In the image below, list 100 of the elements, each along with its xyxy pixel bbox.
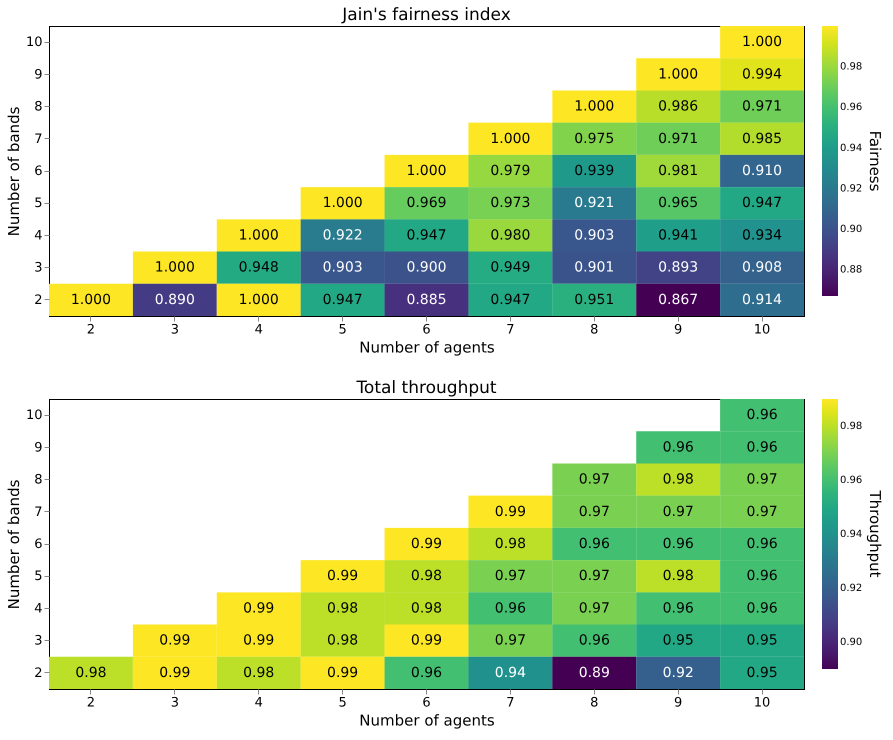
x-tick-label: 7 bbox=[506, 696, 515, 710]
data-label: 0.89 bbox=[578, 664, 610, 681]
data-label: 0.96 bbox=[410, 664, 442, 681]
data-label: 0.96 bbox=[746, 568, 778, 584]
color-bar-label: 0.88 bbox=[840, 264, 862, 276]
data-label: 0.98 bbox=[327, 632, 358, 649]
y-tick-label: 8 bbox=[34, 472, 42, 488]
data-label: 0.914 bbox=[742, 292, 782, 308]
data-label: 0.922 bbox=[322, 227, 363, 244]
data-label: 0.949 bbox=[490, 260, 530, 276]
x-tick-label: 10 bbox=[754, 322, 770, 338]
data-label: 0.867 bbox=[658, 292, 698, 308]
data-label: 0.96 bbox=[578, 536, 610, 552]
data-label: 0.98 bbox=[410, 600, 442, 616]
data-label: 0.934 bbox=[742, 227, 782, 244]
y-tick-label: 3 bbox=[34, 634, 42, 649]
data-label: 1.000 bbox=[322, 195, 363, 212]
chart-title: Jain's fairness index bbox=[341, 5, 511, 25]
x-tick-label: 5 bbox=[338, 322, 347, 338]
data-label: 0.96 bbox=[662, 439, 694, 456]
data-label: 0.901 bbox=[574, 260, 614, 276]
x-tick-label: 3 bbox=[170, 696, 179, 710]
data-label: 0.98 bbox=[327, 600, 358, 616]
x-axis-title: Number of agents bbox=[359, 338, 495, 356]
data-label: 0.97 bbox=[494, 568, 526, 584]
data-label: 0.94 bbox=[494, 664, 526, 681]
y-tick-label: 4 bbox=[34, 228, 42, 244]
data-label: 0.99 bbox=[410, 632, 442, 649]
x-tick-label: 6 bbox=[422, 696, 431, 710]
x-tick-label: 2 bbox=[86, 696, 96, 710]
data-label: 0.97 bbox=[578, 600, 610, 616]
data-label: 0.99 bbox=[410, 536, 442, 552]
data-label: 0.981 bbox=[658, 163, 698, 179]
data-label: 0.975 bbox=[574, 130, 614, 147]
x-tick-label: 4 bbox=[254, 696, 263, 710]
data-label: 0.96 bbox=[494, 600, 526, 616]
data-label: 0.96 bbox=[746, 439, 778, 456]
data-label: 0.98 bbox=[75, 664, 107, 681]
data-label: 0.908 bbox=[742, 260, 782, 276]
data-label: 0.99 bbox=[494, 504, 526, 520]
color-bar-label: 0.94 bbox=[840, 142, 862, 154]
data-label: 0.98 bbox=[662, 568, 694, 584]
data-label: 0.99 bbox=[327, 664, 358, 681]
data-label: 1.000 bbox=[490, 130, 530, 147]
data-label: 0.95 bbox=[662, 632, 694, 649]
data-label: 0.893 bbox=[658, 260, 698, 276]
y-tick-label: 2 bbox=[34, 292, 42, 308]
y-tick-label: 4 bbox=[34, 601, 42, 616]
color-bar-label: 0.92 bbox=[840, 583, 862, 594]
x-tick-label: 6 bbox=[422, 322, 431, 338]
data-label: 0.900 bbox=[406, 260, 447, 276]
x-tick-label: 8 bbox=[590, 322, 598, 338]
y-axis-title: Number of bands bbox=[4, 479, 23, 610]
data-label: 0.971 bbox=[658, 130, 698, 147]
data-label: 0.97 bbox=[578, 568, 610, 584]
data-label: 0.99 bbox=[243, 600, 274, 616]
data-label: 0.97 bbox=[746, 504, 778, 520]
y-tick-label: 7 bbox=[34, 504, 42, 520]
data-label: 0.97 bbox=[662, 504, 694, 520]
y-tick-label: 5 bbox=[34, 196, 42, 212]
data-label: 0.947 bbox=[490, 292, 530, 308]
data-label: 0.941 bbox=[658, 227, 698, 244]
color-bar-label: 0.98 bbox=[840, 62, 862, 73]
x-tick-label: 9 bbox=[674, 322, 682, 338]
y-tick-label: 9 bbox=[34, 67, 42, 82]
data-label: 0.921 bbox=[574, 195, 614, 212]
data-label: 0.947 bbox=[322, 292, 363, 308]
data-label: 0.994 bbox=[742, 66, 782, 82]
data-label: 0.96 bbox=[662, 536, 694, 552]
data-label: 0.98 bbox=[410, 568, 442, 584]
data-label: 0.980 bbox=[490, 227, 530, 244]
data-label: 0.903 bbox=[574, 227, 614, 244]
data-label: 0.96 bbox=[746, 600, 778, 616]
y-tick-label: 2 bbox=[34, 666, 42, 681]
data-label: 0.97 bbox=[578, 472, 610, 488]
data-label: 0.885 bbox=[406, 292, 447, 308]
color-bar-label: 0.90 bbox=[840, 637, 862, 648]
data-label: 0.96 bbox=[578, 632, 610, 649]
y-tick-label: 8 bbox=[34, 100, 42, 115]
data-label: 0.95 bbox=[746, 632, 778, 649]
data-label: 0.96 bbox=[662, 600, 694, 616]
data-label: 0.985 bbox=[742, 130, 782, 147]
y-tick-label: 10 bbox=[26, 35, 42, 50]
y-tick-label: 5 bbox=[34, 569, 42, 584]
data-label: 0.947 bbox=[406, 227, 447, 244]
data-label: 0.986 bbox=[658, 98, 698, 115]
data-label: 0.99 bbox=[243, 632, 274, 649]
data-label: 0.92 bbox=[662, 664, 694, 681]
x-tick-label: 2 bbox=[86, 322, 96, 338]
data-label: 0.973 bbox=[490, 195, 530, 212]
x-axis-title: Number of agents bbox=[359, 712, 495, 730]
y-tick-label: 3 bbox=[34, 260, 42, 276]
data-label: 0.99 bbox=[159, 664, 190, 681]
data-label: 0.98 bbox=[494, 536, 526, 552]
color-bar-label: 0.90 bbox=[840, 224, 862, 236]
data-label: 0.97 bbox=[578, 504, 610, 520]
data-label: 0.971 bbox=[742, 98, 782, 115]
y-axis-title: Number of bands bbox=[4, 106, 23, 236]
x-tick-label: 9 bbox=[674, 696, 682, 710]
data-label: 0.948 bbox=[238, 260, 279, 276]
